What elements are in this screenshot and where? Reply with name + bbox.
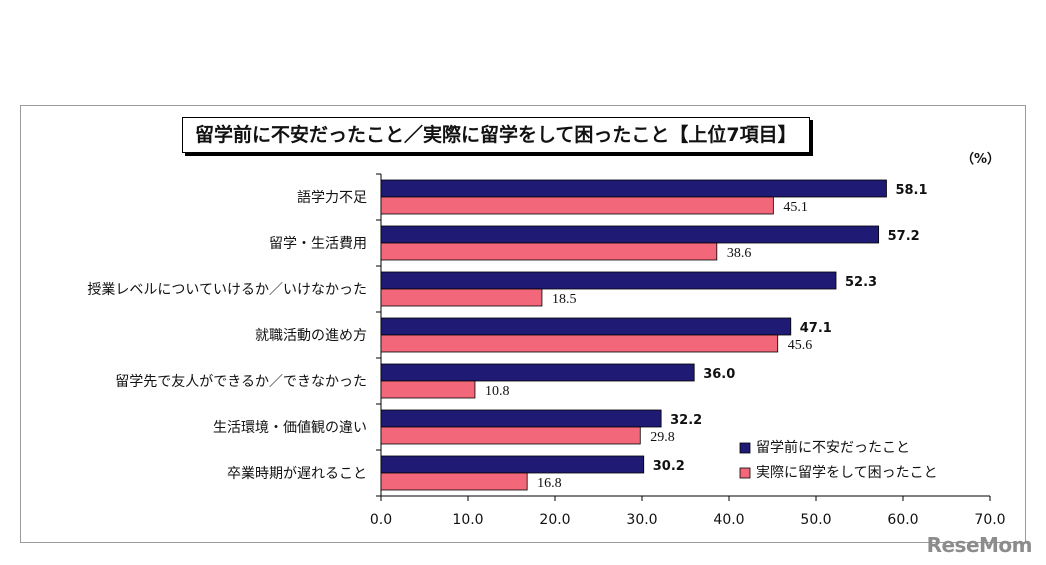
x-tick-label: 50.0: [800, 512, 831, 528]
bar-before: [380, 455, 645, 474]
x-tick-label: 40.0: [713, 512, 744, 528]
data-label: 36.0: [703, 367, 735, 382]
bar-actual: [380, 196, 774, 215]
resemom-logo: ReseMom: [926, 533, 1033, 557]
x-tick-label: 10.0: [452, 512, 483, 528]
x-tick-label: 60.0: [887, 512, 918, 528]
bar-before: [380, 317, 792, 336]
bar-actual: [380, 472, 528, 491]
data-label: 58.1: [895, 183, 927, 198]
data-label: 45.6: [788, 338, 813, 353]
data-label: 30.2: [653, 459, 685, 474]
category-label: 卒業時期が遅れること: [227, 466, 367, 482]
data-label: 16.8: [537, 476, 562, 491]
data-label: 57.2: [888, 229, 920, 244]
x-tick-label: 0.0: [370, 512, 392, 528]
data-label: 29.8: [650, 430, 675, 445]
chart-title: 留学前に不安だったこと／実際に留学をして困ったこと【上位7項目】: [182, 117, 810, 153]
bar-actual: [380, 380, 476, 399]
bar-before: [380, 409, 662, 428]
legend-label: 留学前に不安だったこと: [756, 439, 910, 456]
bar-before: [380, 179, 887, 198]
bar-before: [380, 271, 837, 290]
bar-before: [380, 363, 695, 382]
legend-swatch: [739, 442, 751, 454]
data-label: 18.5: [552, 292, 577, 307]
bar-actual: [380, 242, 718, 261]
legend-swatch: [739, 467, 751, 479]
data-label: 47.1: [800, 321, 832, 336]
x-tick-label: 30.0: [626, 512, 657, 528]
category-label: 就職活動の進め方: [255, 328, 367, 344]
category-label: 留学・生活費用: [269, 236, 367, 252]
bar-actual: [380, 288, 543, 307]
category-label: 授業レベルについていけるか／いけなかった: [87, 282, 367, 298]
bar-actual: [380, 426, 641, 445]
x-tick-label: 70.0: [974, 512, 1005, 528]
data-label: 10.8: [485, 384, 510, 399]
x-tick-label: 20.0: [539, 512, 570, 528]
category-label: 語学力不足: [297, 190, 367, 206]
bar-before: [380, 225, 880, 244]
data-label: 45.1: [783, 200, 808, 215]
data-label: 52.3: [845, 275, 877, 290]
data-label: 32.2: [670, 413, 702, 428]
unit-label: （%）: [961, 151, 1000, 167]
bar-actual: [380, 334, 779, 353]
category-label: 留学先で友人ができるか／できなかった: [115, 374, 367, 390]
category-label: 生活環境・価値観の違い: [213, 419, 367, 436]
chart-frame: [20, 105, 1026, 543]
legend-label: 実際に留学をして困ったこと: [756, 465, 938, 481]
data-label: 38.6: [727, 246, 752, 261]
